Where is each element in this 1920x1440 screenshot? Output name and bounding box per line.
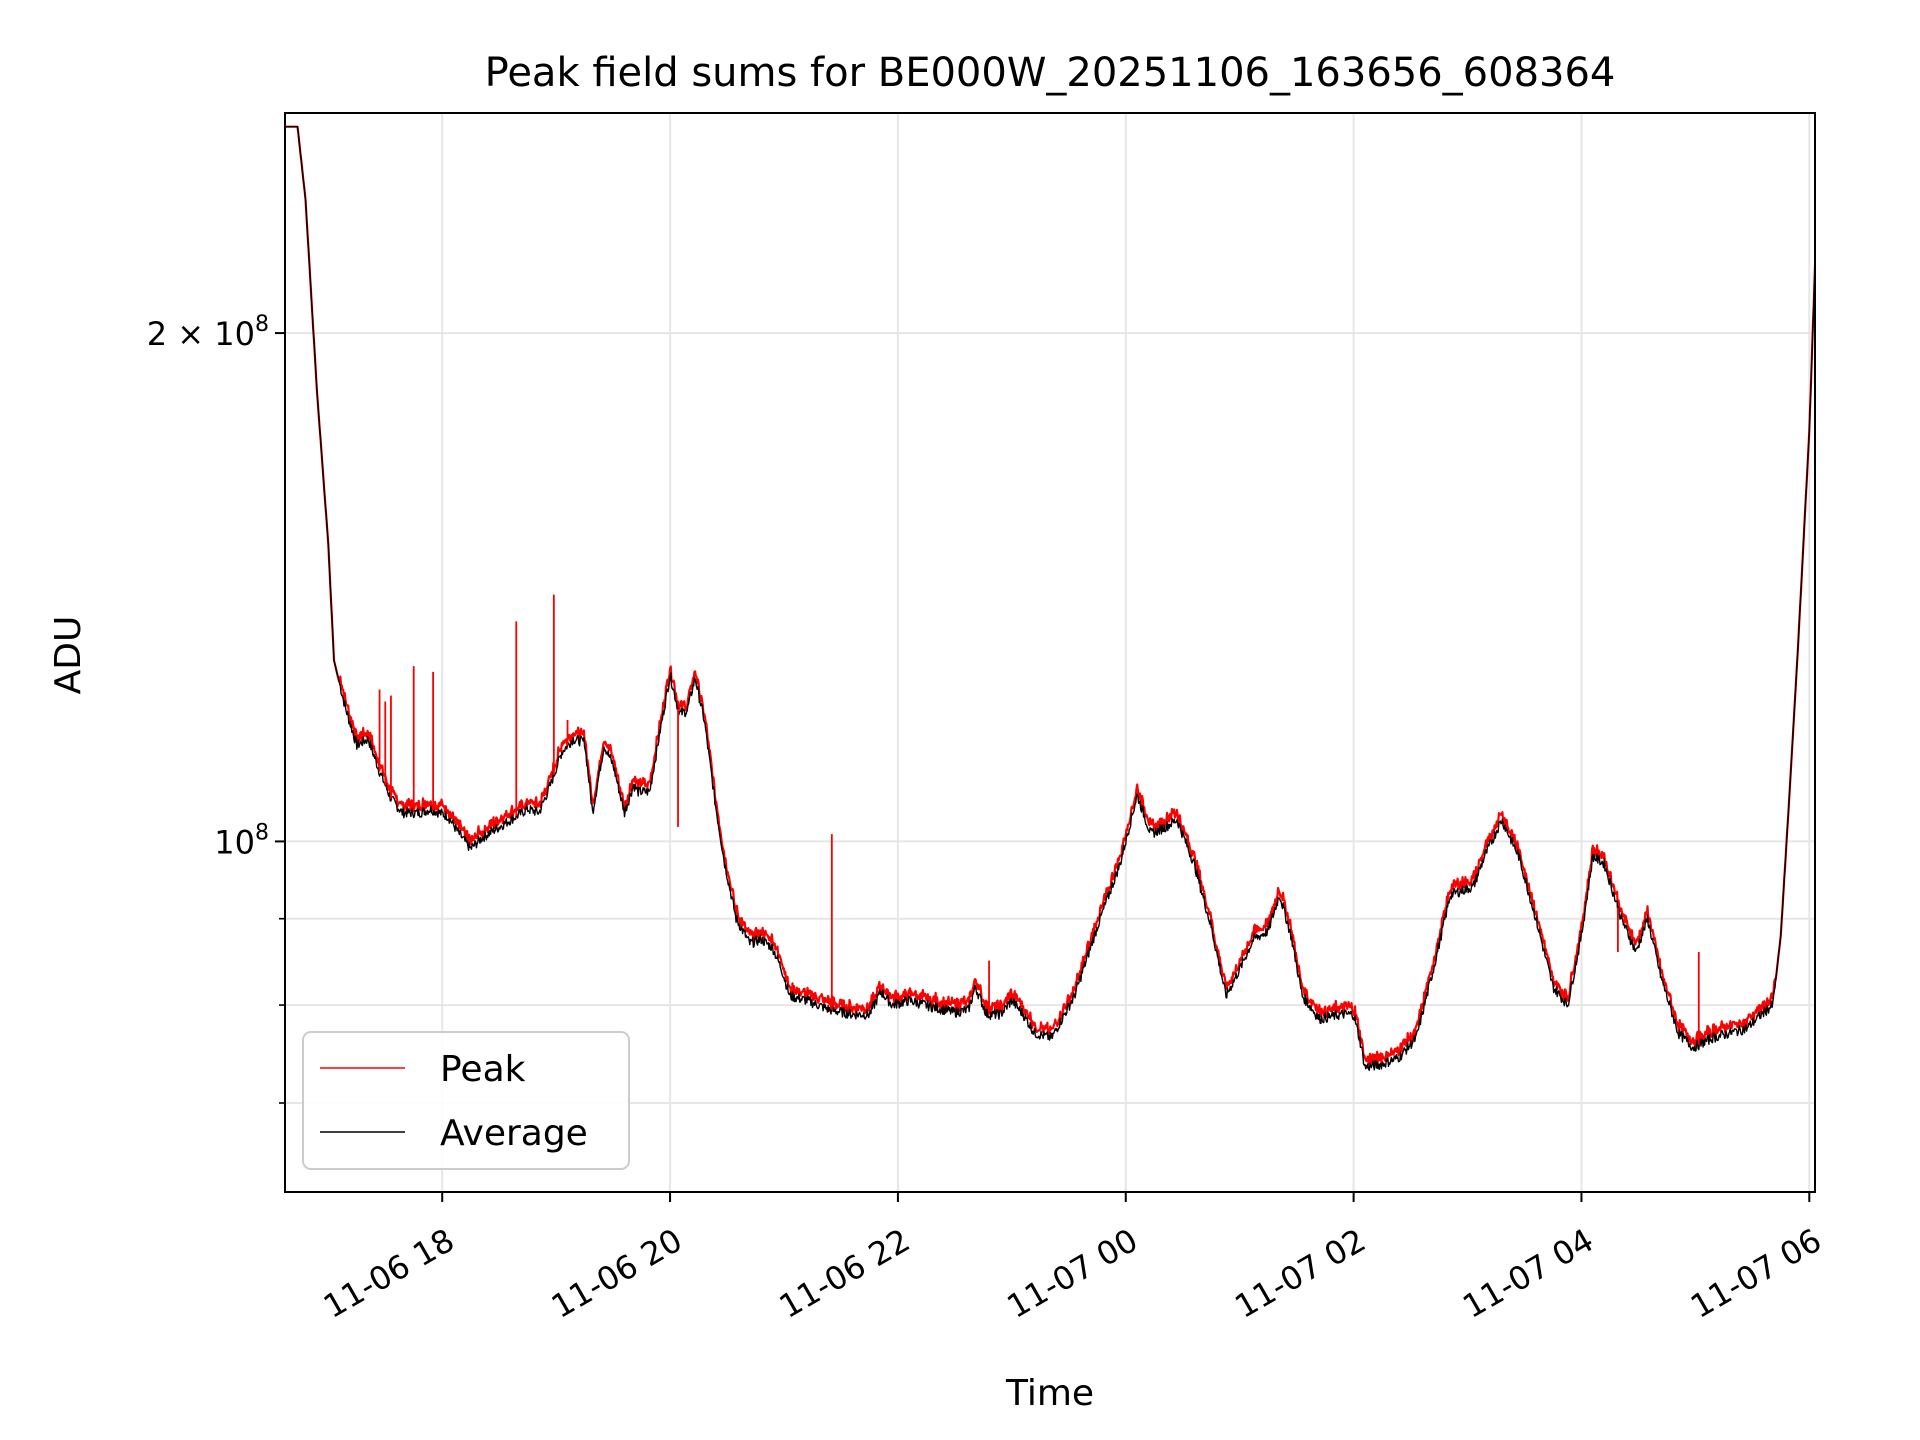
plot-frame <box>284 112 1816 1193</box>
grid-layer <box>285 113 1815 1192</box>
y-tick-times-sign: × <box>167 315 214 353</box>
y-tick-base: 10 <box>214 315 255 353</box>
y-tick-label: 108 <box>214 820 269 861</box>
legend-box <box>302 1031 630 1170</box>
series-layer <box>285 125 1815 1071</box>
legend-peak-label: Peak <box>440 1049 526 1090</box>
y-tick-exponent: 8 <box>255 312 269 337</box>
y-tick-exponent: 8 <box>255 820 269 845</box>
x-axis-label: Time <box>1005 1373 1094 1414</box>
series-line-average <box>285 126 1815 1071</box>
y-tick-label: 2 × 108 <box>147 312 269 353</box>
chart-title: Peak field sums for BE000W_20251106_1636… <box>485 50 1616 96</box>
legend-average-label: Average <box>440 1113 588 1154</box>
legend: Peak Average <box>302 1031 630 1170</box>
series-line-peak <box>285 125 1815 1065</box>
y-tick-base: 10 <box>214 823 255 861</box>
y-axis-label: ADU <box>48 616 89 695</box>
y-tick-coefficient: 2 <box>147 315 167 353</box>
